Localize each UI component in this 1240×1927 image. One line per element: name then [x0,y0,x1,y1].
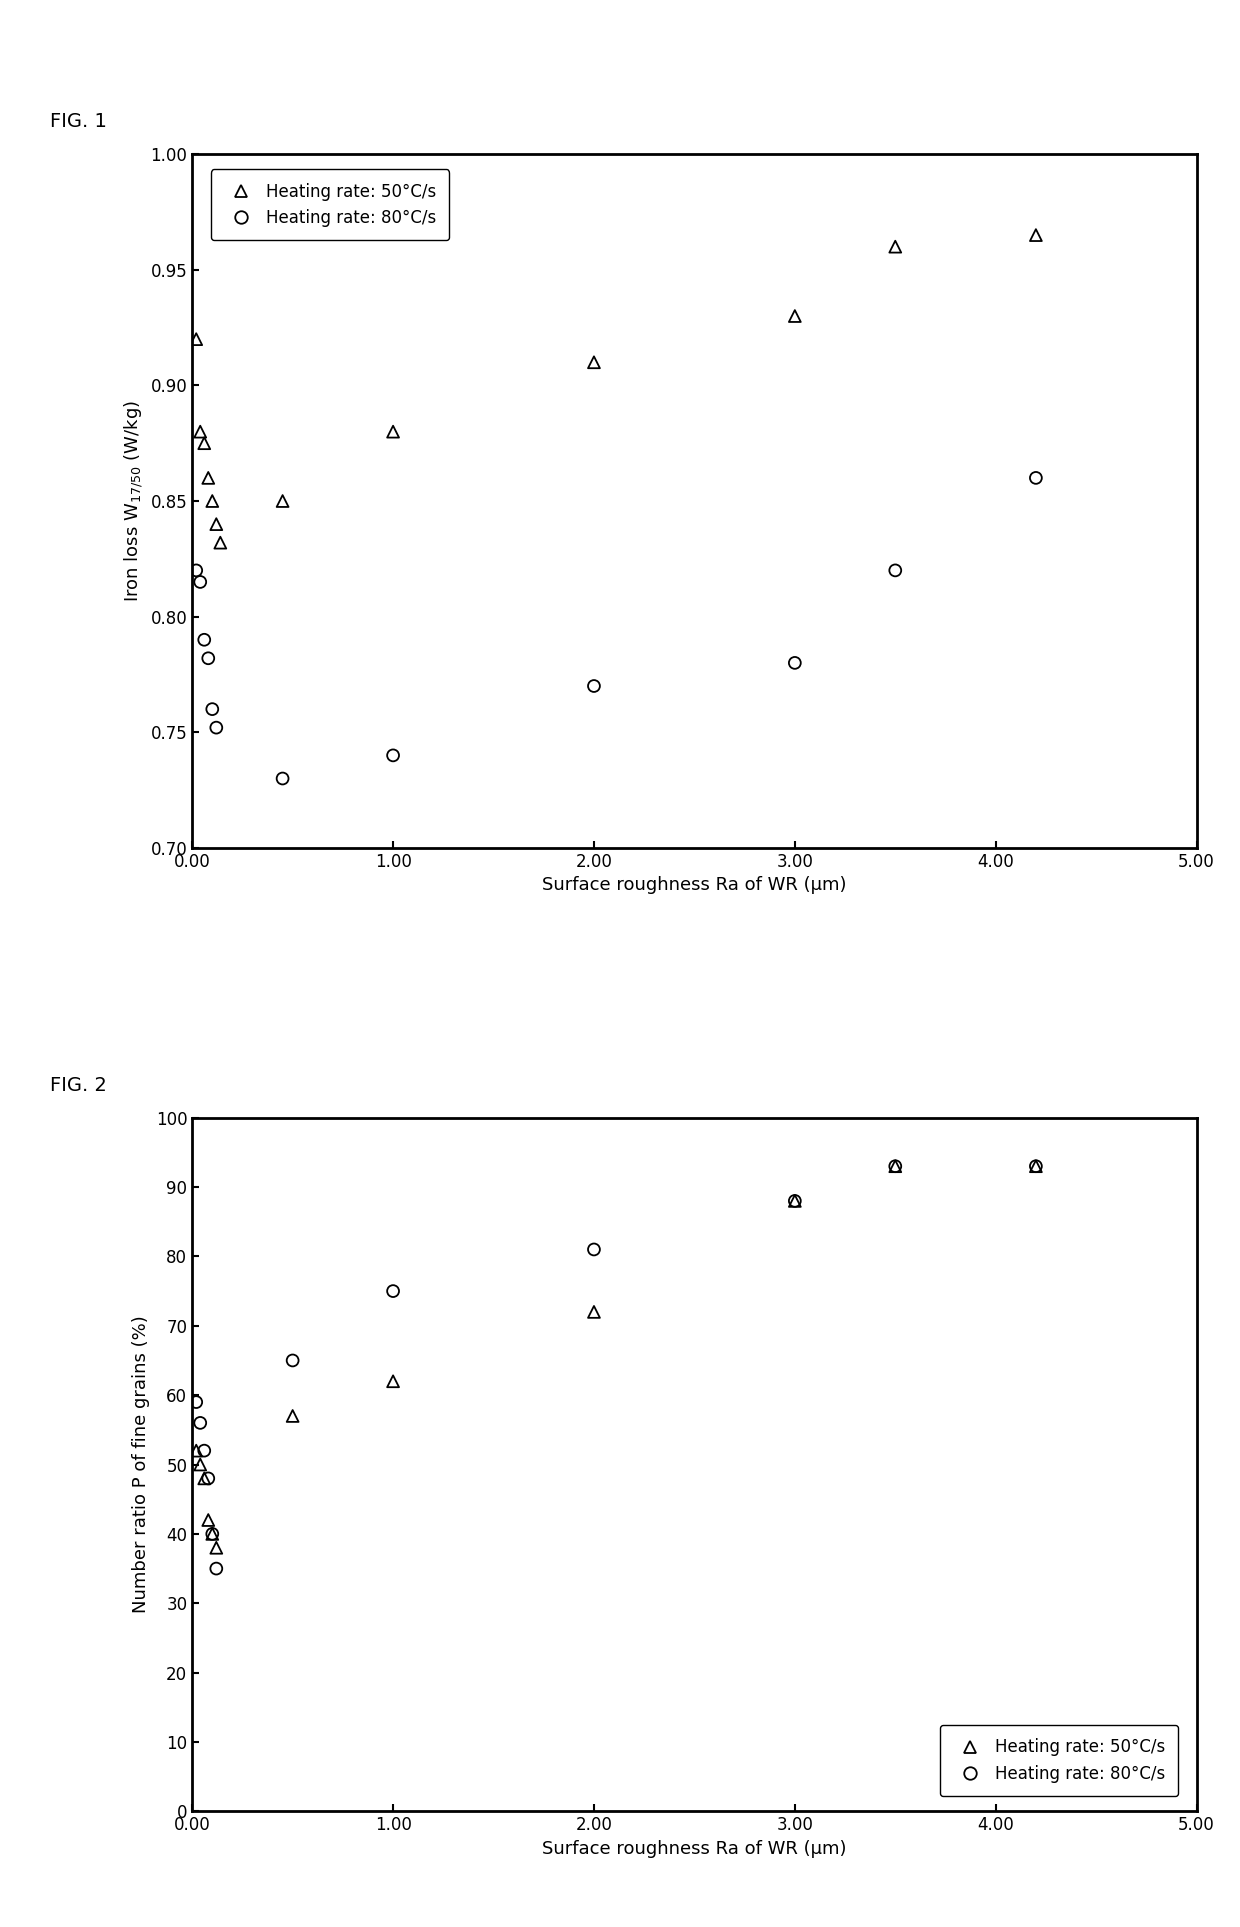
Point [1025,220,1045,251]
Legend: Heating rate: 50°C/s, Heating rate: 80°C/s: Heating rate: 50°C/s, Heating rate: 80°C… [940,1725,1178,1796]
Point [885,1150,905,1181]
Point [198,644,218,674]
Point [206,713,226,744]
Point [202,1518,222,1549]
Point [206,509,226,540]
Point [584,1297,604,1328]
Point [195,1463,215,1493]
Point [885,231,905,262]
Point [198,462,218,493]
Point [785,647,805,678]
Point [383,740,403,771]
Point [190,416,210,447]
X-axis label: Surface roughness Ra of WR (μm): Surface roughness Ra of WR (μm) [542,1840,847,1858]
Point [195,428,215,459]
Point [1025,1150,1045,1181]
Point [273,763,293,794]
Y-axis label: Number ratio P of fine grains (%): Number ratio P of fine grains (%) [133,1316,150,1613]
Point [186,1387,206,1418]
Point [1025,1150,1045,1181]
Point [206,1532,226,1563]
Point [785,1185,805,1216]
Point [273,486,293,516]
Text: FIG. 2: FIG. 2 [50,1075,107,1095]
Point [383,1276,403,1307]
Point [198,1463,218,1493]
Point [202,486,222,516]
Point [584,347,604,378]
Text: FIG. 1: FIG. 1 [50,112,107,131]
Point [383,1366,403,1397]
Point [383,416,403,447]
Legend: Heating rate: 50°C/s, Heating rate: 80°C/s: Heating rate: 50°C/s, Heating rate: 80°C… [211,170,449,241]
Point [885,1150,905,1181]
Point [186,555,206,586]
Point [283,1401,303,1432]
X-axis label: Surface roughness Ra of WR (μm): Surface roughness Ra of WR (μm) [542,877,847,894]
Point [198,1505,218,1536]
Point [202,1518,222,1549]
Point [283,1345,303,1376]
Point [785,1185,805,1216]
Point [186,1436,206,1466]
Point [211,528,231,559]
Point [206,1553,226,1584]
Point [190,1449,210,1480]
Point [1025,462,1045,493]
Y-axis label: Iron loss W$_{17/50}$ (W/kg): Iron loss W$_{17/50}$ (W/kg) [123,401,145,601]
Point [195,624,215,655]
Point [785,301,805,331]
Point [885,555,905,586]
Point [202,694,222,725]
Point [190,1407,210,1438]
Point [186,324,206,355]
Point [190,567,210,597]
Point [584,671,604,701]
Point [584,1233,604,1264]
Point [195,1436,215,1466]
